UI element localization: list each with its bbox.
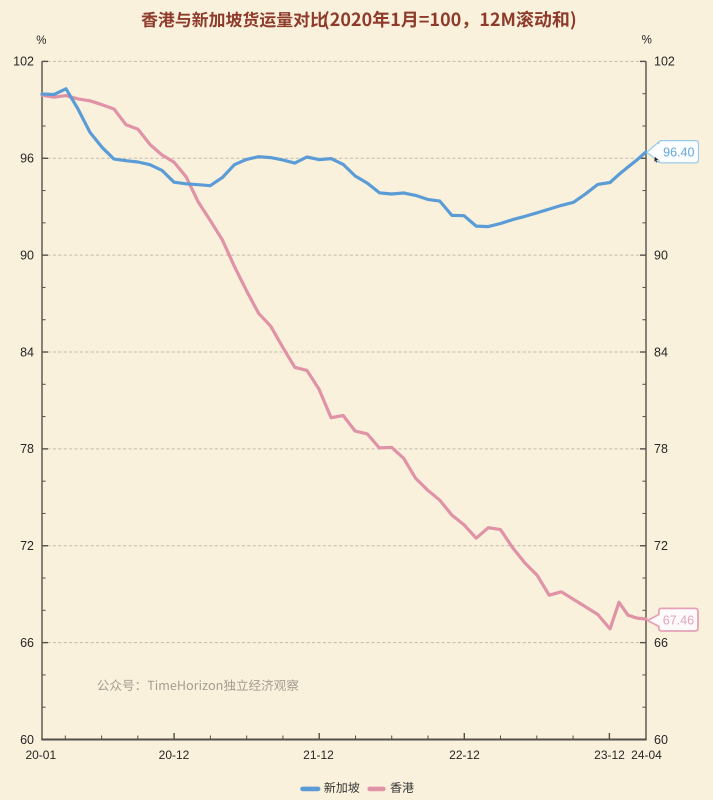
svg-text:%: % [36, 35, 46, 47]
svg-text:23-12: 23-12 [594, 748, 625, 762]
svg-text:90: 90 [654, 248, 668, 262]
svg-text:78: 78 [20, 442, 34, 456]
svg-text:84: 84 [654, 345, 668, 359]
svg-text:60: 60 [20, 733, 34, 747]
svg-text:22-12: 22-12 [449, 748, 480, 762]
svg-text:96.40: 96.40 [663, 146, 694, 160]
svg-text:66: 66 [20, 636, 34, 650]
svg-text:102: 102 [13, 55, 34, 69]
svg-text:60: 60 [654, 733, 668, 747]
svg-text:66: 66 [654, 636, 668, 650]
svg-text:21-12: 21-12 [303, 748, 334, 762]
svg-text:90: 90 [20, 248, 34, 262]
svg-text:72: 72 [20, 539, 34, 553]
svg-text:78: 78 [654, 442, 668, 456]
svg-text:67.46: 67.46 [663, 613, 694, 627]
svg-text:72: 72 [654, 539, 668, 553]
svg-text:84: 84 [20, 345, 34, 359]
svg-text:24-04: 24-04 [631, 748, 662, 762]
svg-text:20-12: 20-12 [159, 748, 190, 762]
svg-text:102: 102 [654, 55, 675, 69]
svg-text:20-01: 20-01 [25, 748, 56, 762]
svg-text:96: 96 [20, 152, 34, 166]
svg-text:%: % [642, 35, 652, 47]
